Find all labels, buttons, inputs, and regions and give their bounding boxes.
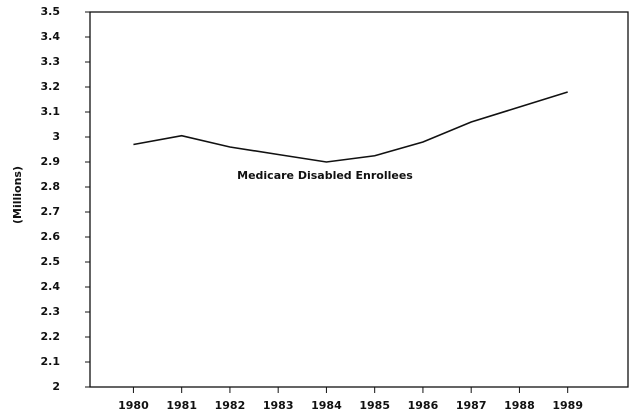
x-tick-label: 1988 bbox=[504, 399, 535, 412]
plot-frame bbox=[89, 11, 629, 388]
y-tick-label: 2.9 bbox=[41, 155, 61, 168]
y-tick-label: 3.4 bbox=[41, 30, 61, 43]
x-tick-label: 1983 bbox=[263, 399, 294, 412]
y-tick-label: 2.8 bbox=[41, 180, 61, 193]
y-tick-label: 2.4 bbox=[41, 280, 61, 293]
y-tick-label: 2.1 bbox=[41, 355, 61, 368]
x-tick-label: 1980 bbox=[118, 399, 149, 412]
y-tick-label: 2.6 bbox=[41, 230, 61, 243]
y-tick-label: 2 bbox=[52, 380, 60, 393]
x-tick-label: 1982 bbox=[215, 399, 246, 412]
y-tick-label: 2.3 bbox=[41, 305, 61, 318]
x-tick-label: 1981 bbox=[166, 399, 197, 412]
y-tick-label: 2.2 bbox=[41, 330, 61, 343]
x-tick-label: 1989 bbox=[552, 399, 583, 412]
y-tick-label: 3.5 bbox=[41, 5, 61, 18]
y-tick-label: 3.2 bbox=[41, 80, 61, 93]
series-line bbox=[133, 91, 568, 163]
x-tick-label: 1986 bbox=[408, 399, 439, 412]
y-axis-label: (Millions) bbox=[11, 166, 24, 224]
series-label: Medicare Disabled Enrollees bbox=[237, 169, 413, 182]
y-tick-label: 2.5 bbox=[41, 255, 61, 268]
x-tick-label: 1985 bbox=[359, 399, 390, 412]
x-tick-label: 1984 bbox=[311, 399, 342, 412]
y-tick-label: 3.3 bbox=[41, 55, 61, 68]
y-tick-label: 3 bbox=[52, 130, 60, 143]
y-tick-label: 2.7 bbox=[41, 205, 61, 218]
y-tick-label: 3.1 bbox=[41, 105, 61, 118]
x-tick-label: 1987 bbox=[456, 399, 487, 412]
